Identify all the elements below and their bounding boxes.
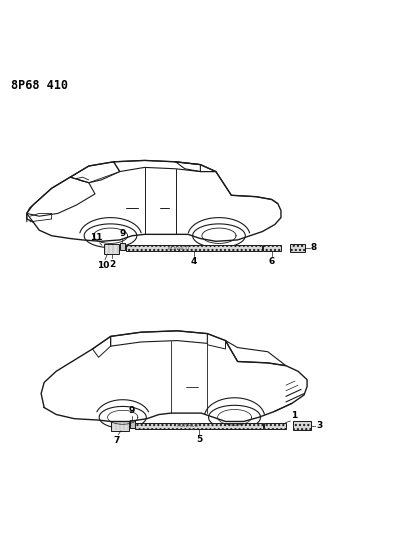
Text: 10: 10 bbox=[97, 261, 109, 270]
Text: 9: 9 bbox=[119, 229, 126, 238]
Text: 2: 2 bbox=[109, 260, 115, 269]
Polygon shape bbox=[293, 421, 311, 430]
Text: 8: 8 bbox=[311, 243, 317, 252]
Polygon shape bbox=[103, 245, 119, 254]
Polygon shape bbox=[126, 245, 263, 251]
Polygon shape bbox=[135, 423, 263, 429]
Text: MONACO: MONACO bbox=[167, 246, 190, 251]
Polygon shape bbox=[193, 224, 245, 248]
Polygon shape bbox=[111, 421, 129, 431]
Polygon shape bbox=[263, 245, 281, 251]
Text: 1: 1 bbox=[292, 411, 298, 421]
Text: MONACO: MONACO bbox=[176, 423, 199, 429]
Polygon shape bbox=[290, 244, 305, 252]
Polygon shape bbox=[99, 407, 146, 428]
Polygon shape bbox=[130, 421, 134, 428]
Text: 11: 11 bbox=[90, 233, 103, 241]
Text: 9: 9 bbox=[129, 406, 135, 415]
Text: 3: 3 bbox=[317, 422, 323, 431]
Polygon shape bbox=[209, 405, 261, 429]
Polygon shape bbox=[264, 423, 286, 429]
Text: 6: 6 bbox=[269, 257, 275, 266]
Text: 4: 4 bbox=[191, 257, 197, 266]
Text: 8P68 410: 8P68 410 bbox=[11, 78, 68, 92]
Text: 7: 7 bbox=[114, 436, 120, 445]
Text: 5: 5 bbox=[196, 435, 202, 444]
Polygon shape bbox=[120, 243, 125, 250]
Polygon shape bbox=[84, 224, 137, 248]
